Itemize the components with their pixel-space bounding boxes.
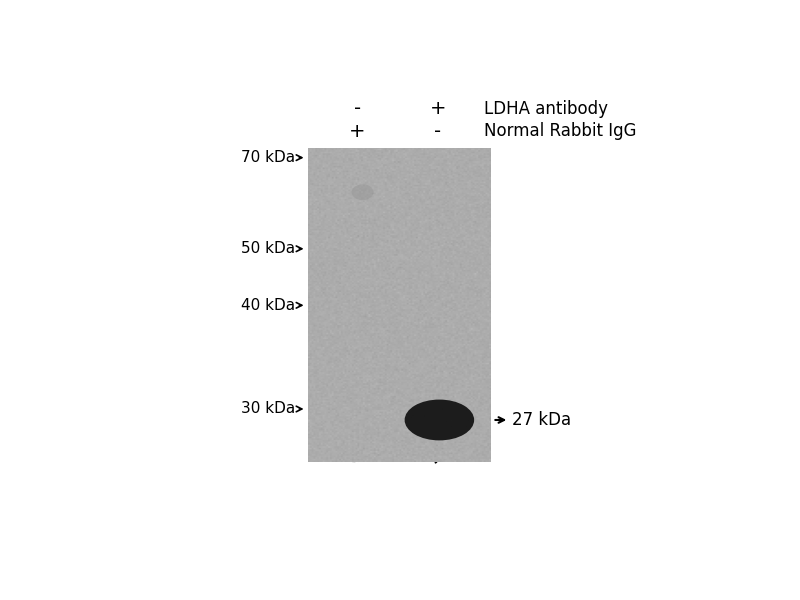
Text: 27 kDa: 27 kDa — [512, 411, 571, 429]
Text: +: + — [430, 100, 446, 118]
Text: Normal Rabbit IgG: Normal Rabbit IgG — [485, 122, 637, 140]
Text: -: - — [354, 100, 361, 118]
Text: LDHA: LDHA — [425, 422, 470, 467]
Text: LDHA antibody: LDHA antibody — [485, 100, 608, 118]
Text: 50 kDa: 50 kDa — [241, 241, 295, 256]
Text: +: + — [349, 122, 366, 140]
Text: 40 kDa: 40 kDa — [241, 298, 295, 313]
Text: www.PTGLAB.COM: www.PTGLAB.COM — [350, 241, 364, 357]
Text: 30 kDa: 30 kDa — [241, 401, 295, 416]
Text: Control IgG: Control IgG — [345, 388, 424, 467]
Text: 70 kDa: 70 kDa — [241, 150, 295, 165]
Text: -: - — [434, 122, 442, 140]
